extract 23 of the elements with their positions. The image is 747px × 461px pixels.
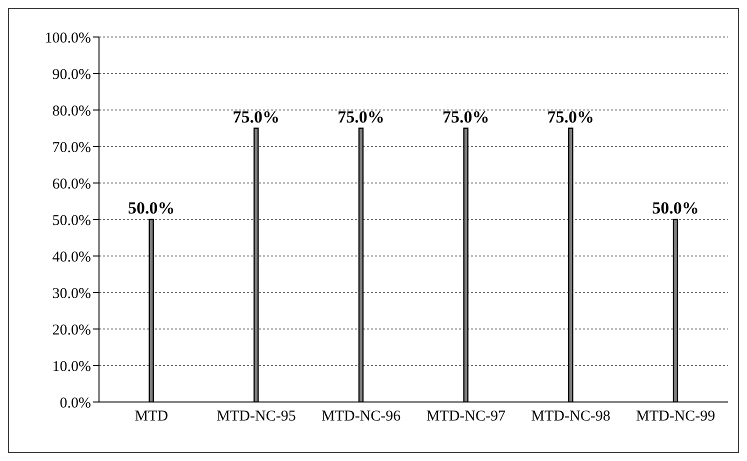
y-tick-label: 20.0% bbox=[52, 322, 91, 338]
y-tick-label: 0.0% bbox=[60, 395, 91, 412]
y-tick-label: 90.0% bbox=[52, 66, 91, 83]
x-tick-label: MTD-NC-95 bbox=[216, 408, 296, 425]
data-label: 50.0% bbox=[128, 198, 175, 218]
x-tick-label: MTD bbox=[134, 408, 168, 425]
y-tick-label: 80.0% bbox=[52, 103, 91, 120]
data-label: 75.0% bbox=[442, 107, 490, 126]
x-tick-label: MTD-NC-99 bbox=[636, 408, 716, 425]
y-tick-label: 100.0% bbox=[44, 30, 91, 46]
x-tick-label: MTD-NC-97 bbox=[426, 408, 506, 425]
data-label: 75.0% bbox=[547, 107, 594, 126]
data-label: 75.0% bbox=[232, 107, 280, 126]
data-label: 75.0% bbox=[338, 107, 384, 126]
y-tick-label: 70.0% bbox=[52, 140, 91, 156]
y-tick-label: 10.0% bbox=[52, 358, 91, 375]
y-tick-label: 30.0% bbox=[52, 286, 91, 302]
y-tick-label: 50.0% bbox=[52, 212, 91, 229]
y-tick-label: 60.0% bbox=[52, 176, 91, 192]
x-tick-label: MTD-NC-96 bbox=[321, 408, 402, 425]
data-label: 50.0% bbox=[652, 198, 699, 218]
y-tick-label: 40.0% bbox=[52, 249, 91, 266]
x-tick-label: MTD-NC-98 bbox=[531, 408, 610, 425]
